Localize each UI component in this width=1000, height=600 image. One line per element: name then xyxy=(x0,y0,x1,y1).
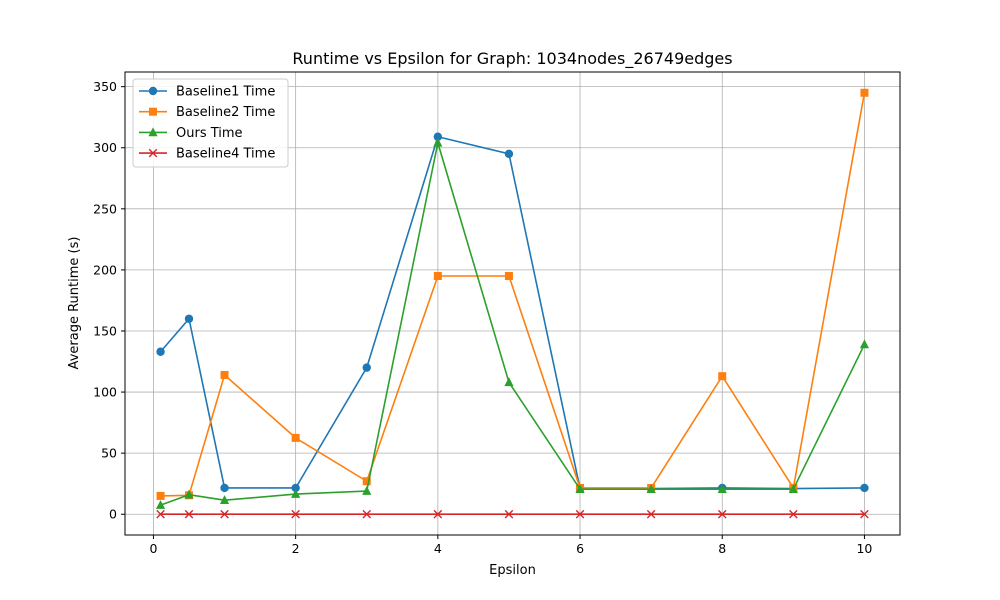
x-marker-stroke xyxy=(860,509,869,519)
legend-box xyxy=(132,78,289,168)
chart-title: Runtime vs Epsilon for Graph: 1034nodes_… xyxy=(292,49,732,69)
legend-marker xyxy=(148,127,158,137)
data-point xyxy=(860,509,869,519)
data-point xyxy=(433,132,443,141)
legend-marker xyxy=(149,107,157,116)
data-point xyxy=(646,484,656,493)
data-point xyxy=(718,372,727,381)
x-marker-stroke xyxy=(433,509,443,519)
x-marker-stroke xyxy=(156,509,165,519)
legend-label: Baseline1 Time xyxy=(176,85,275,100)
legend-label: Baseline4 Time xyxy=(176,147,275,162)
x-marker-stroke xyxy=(646,509,656,519)
x-tick-label: 8 xyxy=(718,541,726,556)
y-tick-label: 0 xyxy=(109,507,117,522)
y-tick-label: 100 xyxy=(93,385,117,400)
data-point xyxy=(575,509,585,519)
series-line-2 xyxy=(160,92,866,497)
series-line-3 xyxy=(160,142,866,506)
legend-label: Baseline2 Time xyxy=(176,105,275,120)
data-point xyxy=(433,272,442,281)
data-point xyxy=(155,500,166,509)
x-tick-label: 2 xyxy=(292,541,300,556)
x-marker-stroke xyxy=(717,509,727,519)
data-point xyxy=(788,484,798,493)
x-tick-label: 10 xyxy=(856,541,872,556)
x-marker-stroke xyxy=(184,509,194,519)
data-point xyxy=(433,509,443,519)
legend-label: Ours Time xyxy=(176,126,243,141)
data-point xyxy=(717,509,727,519)
data-point xyxy=(362,486,372,495)
data-point xyxy=(717,484,727,493)
data-point xyxy=(362,477,371,486)
data-point xyxy=(504,509,514,519)
legend-marker xyxy=(148,86,158,96)
x-marker-stroke xyxy=(504,509,514,519)
x-marker-stroke xyxy=(148,148,158,158)
data-point xyxy=(291,483,300,493)
data-point xyxy=(184,509,194,519)
y-tick-label: 250 xyxy=(93,201,117,216)
data-point xyxy=(184,489,194,499)
data-point xyxy=(860,88,869,97)
x-marker-stroke xyxy=(362,509,372,519)
x-tick-label: 0 xyxy=(149,541,157,556)
y-tick-label: 300 xyxy=(93,140,117,155)
y-tick-label: 150 xyxy=(93,323,117,338)
data-point xyxy=(156,347,165,356)
data-point xyxy=(789,509,798,519)
data-point xyxy=(504,149,514,159)
x-axis-label: Epsilon xyxy=(489,563,536,578)
y-tick-label: 200 xyxy=(93,262,117,277)
data-point xyxy=(291,489,301,498)
series-line-1 xyxy=(159,135,865,490)
data-point xyxy=(860,483,869,493)
data-point xyxy=(220,483,229,493)
data-point xyxy=(220,370,229,379)
data-point xyxy=(156,509,165,519)
data-point xyxy=(504,377,514,387)
y-tick-label: 350 xyxy=(93,79,117,94)
data-point xyxy=(646,509,656,519)
x-marker-stroke xyxy=(220,509,229,519)
axes-frame xyxy=(124,71,901,536)
y-tick-label: 50 xyxy=(101,446,117,461)
data-point xyxy=(220,509,229,519)
data-point xyxy=(156,491,165,500)
x-tick-label: 6 xyxy=(576,541,584,556)
data-point xyxy=(859,339,870,349)
data-point xyxy=(504,272,513,281)
data-point xyxy=(362,363,371,372)
data-point xyxy=(433,137,443,147)
x-marker-stroke xyxy=(789,509,798,519)
data-point xyxy=(362,509,372,519)
x-tick-label: 4 xyxy=(434,541,442,556)
data-point xyxy=(184,314,194,323)
x-marker-stroke xyxy=(575,509,585,519)
data-point xyxy=(575,484,585,493)
data-point xyxy=(291,433,300,442)
data-point xyxy=(291,509,300,519)
y-axis-label: Average Runtime (s) xyxy=(67,237,82,370)
x-marker-stroke xyxy=(291,509,300,519)
data-point xyxy=(219,495,230,504)
legend-marker xyxy=(148,148,158,158)
legend: Baseline1 Time Baseline2 Time Ours Time Bas… xyxy=(132,78,289,168)
